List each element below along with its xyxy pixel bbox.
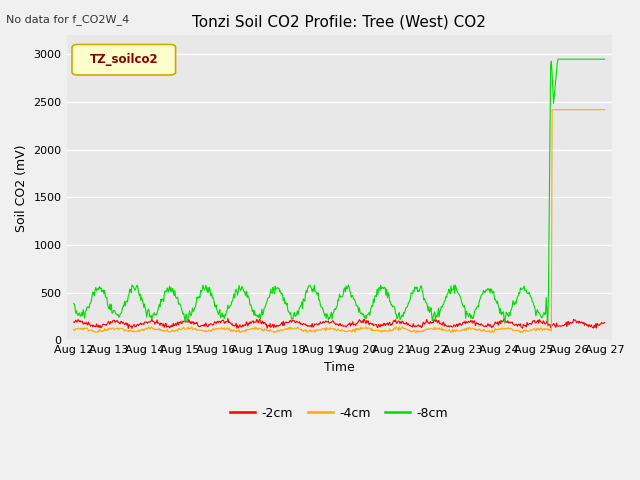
Title: Tonzi Soil CO2 Profile: Tree (West) CO2: Tonzi Soil CO2 Profile: Tree (West) CO2 bbox=[192, 15, 486, 30]
X-axis label: Time: Time bbox=[324, 361, 355, 374]
Y-axis label: Soil CO2 (mV): Soil CO2 (mV) bbox=[15, 144, 28, 232]
FancyBboxPatch shape bbox=[72, 45, 175, 75]
Text: No data for f_CO2W_4: No data for f_CO2W_4 bbox=[6, 14, 130, 25]
Legend: -2cm, -4cm, -8cm: -2cm, -4cm, -8cm bbox=[225, 402, 453, 425]
Text: TZ_soilco2: TZ_soilco2 bbox=[90, 53, 158, 66]
